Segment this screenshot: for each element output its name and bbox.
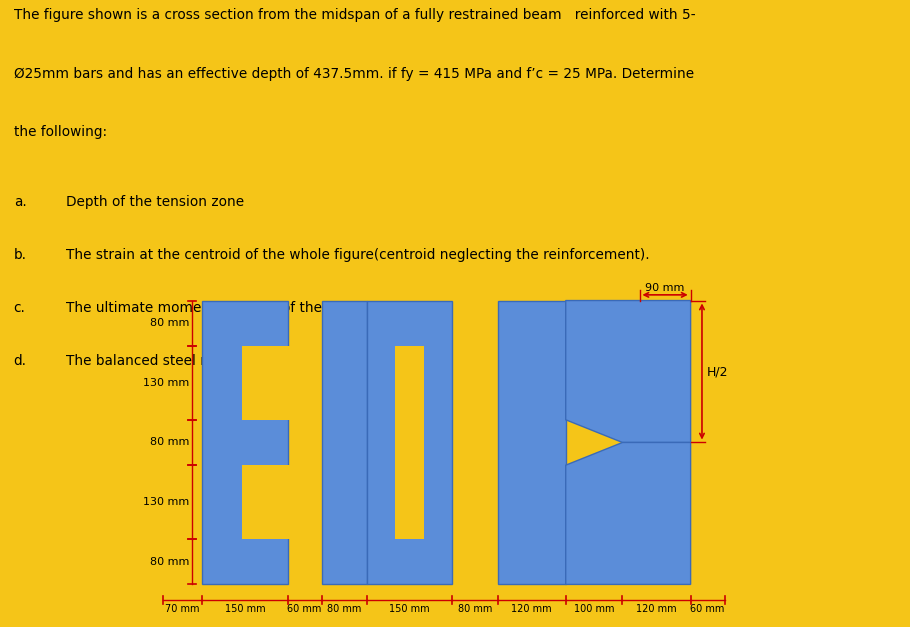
Bar — [395, 346, 424, 539]
Text: Depth of the tension zone: Depth of the tension zone — [66, 194, 244, 209]
Text: 60 mm: 60 mm — [288, 604, 322, 614]
Polygon shape — [566, 443, 691, 584]
Bar — [242, 346, 293, 419]
Bar — [242, 465, 293, 539]
Text: 80 mm: 80 mm — [327, 604, 361, 614]
Polygon shape — [566, 300, 691, 443]
Text: 100 mm: 100 mm — [574, 604, 614, 614]
Text: H/2: H/2 — [706, 365, 728, 378]
Bar — [202, 300, 288, 584]
Text: the following:: the following: — [14, 125, 106, 139]
Text: c.: c. — [14, 301, 25, 315]
Bar — [321, 300, 367, 584]
Text: d.: d. — [14, 354, 26, 369]
Text: The figure shown is a cross section from the midspan of a fully restrained beam : The figure shown is a cross section from… — [14, 8, 695, 22]
Text: 130 mm: 130 mm — [143, 378, 189, 388]
Text: Ø25mm bars and has an effective depth of 437.5mm. if fy = 415 MPa and f’c = 25 M: Ø25mm bars and has an effective depth of… — [14, 66, 693, 81]
Bar — [367, 300, 452, 584]
Text: 80 mm: 80 mm — [150, 319, 189, 329]
Text: 120 mm: 120 mm — [636, 604, 677, 614]
Text: 150 mm: 150 mm — [225, 604, 265, 614]
Text: 80 mm: 80 mm — [150, 557, 189, 567]
Text: 90 mm: 90 mm — [645, 283, 684, 293]
Text: The ultimate moment capacity of the beam.: The ultimate moment capacity of the beam… — [66, 301, 369, 315]
Text: The strain at the centroid of the whole figure(centroid neglecting the reinforce: The strain at the centroid of the whole … — [66, 248, 649, 262]
Text: 120 mm: 120 mm — [511, 604, 552, 614]
Text: 80 mm: 80 mm — [458, 604, 492, 614]
Text: 150 mm: 150 mm — [389, 604, 430, 614]
Text: b.: b. — [14, 248, 26, 262]
Bar — [498, 300, 566, 584]
Text: 60 mm: 60 mm — [691, 604, 725, 614]
Text: 70 mm: 70 mm — [166, 604, 199, 614]
Text: 80 mm: 80 mm — [150, 438, 189, 448]
Text: 130 mm: 130 mm — [143, 497, 189, 507]
Text: The balanced steel ratio.: The balanced steel ratio. — [66, 354, 236, 369]
Text: a.: a. — [14, 194, 26, 209]
